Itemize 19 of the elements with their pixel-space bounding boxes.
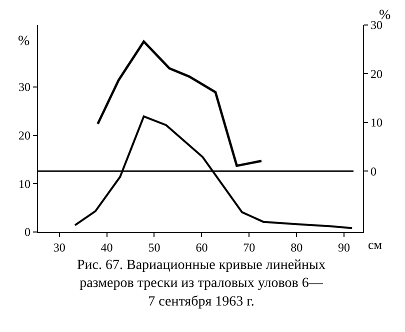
x-tick-label: 70 xyxy=(243,240,256,254)
y2-tick-label: 20 xyxy=(370,66,382,81)
x-axis-title: см xyxy=(368,237,382,252)
y-tick-label: 0 xyxy=(24,225,30,240)
x-tick-label: 60 xyxy=(196,240,208,254)
y2-tick-label: 30 xyxy=(370,18,382,32)
y2-tick-label: 0 xyxy=(370,164,376,178)
x-tick-label: 50 xyxy=(148,240,160,254)
x-tick-label: 40 xyxy=(100,240,113,254)
x-tick-label: 80 xyxy=(290,240,303,254)
x-tick-label: 90 xyxy=(338,240,350,254)
y-tick-label: 20 xyxy=(18,128,30,142)
x-tick-label: 30 xyxy=(53,240,66,254)
y-tick-label: 30 xyxy=(18,80,30,94)
y-axis-title: % xyxy=(18,34,30,49)
y2-tick-label: 10 xyxy=(370,116,382,130)
text: Рис. 67. Вариационные кривые линейных размеров трески из траловых уловов 6— 7 сентября 1963 г. xyxy=(77,258,326,310)
line-series xyxy=(96,40,263,167)
y-tick-label: 10 xyxy=(18,176,30,191)
